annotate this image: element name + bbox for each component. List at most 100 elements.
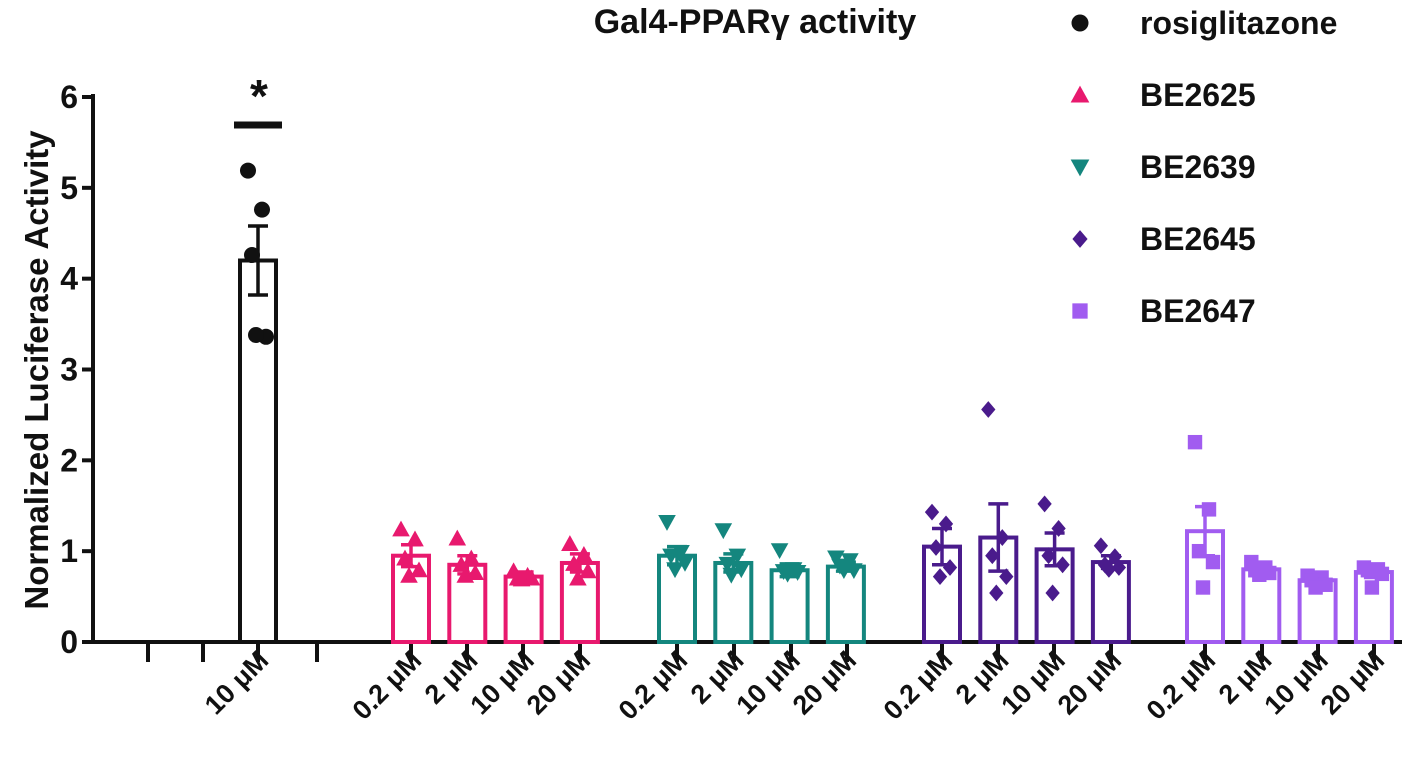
legend-marker [1070, 159, 1090, 177]
data-point [928, 539, 944, 556]
significance-label: * [250, 70, 268, 122]
data-point [1252, 567, 1267, 582]
data-point [718, 556, 737, 573]
data-point [1201, 502, 1217, 517]
data-point [240, 162, 256, 179]
data-point [254, 201, 270, 218]
legend-marker [1072, 230, 1088, 248]
data-point [1205, 554, 1221, 570]
data-point [778, 566, 797, 583]
data-point [462, 549, 481, 566]
data-point [565, 555, 583, 571]
data-point [662, 548, 680, 565]
y-axis-label: Normalized Luciferase Activity [18, 130, 55, 610]
data-point [456, 566, 475, 583]
y-tick-label: 4 [60, 261, 78, 297]
legend-label: rosiglitazone [1140, 5, 1337, 41]
data-point [400, 566, 418, 583]
data-point [1364, 580, 1380, 595]
data-point [981, 401, 996, 418]
legend-marker [1070, 85, 1090, 103]
bar [922, 544, 962, 644]
data-point [466, 564, 485, 581]
data-point [999, 568, 1014, 585]
data-point [666, 562, 684, 579]
y-tick-label: 2 [60, 442, 78, 478]
x-tick-label: 10 μM [199, 645, 274, 720]
data-point [995, 529, 1010, 546]
data-point [1045, 584, 1060, 602]
x-tick-label: 20 μM [521, 645, 596, 720]
data-point [985, 547, 1000, 565]
bar [238, 258, 278, 644]
data-point [561, 535, 579, 551]
data-point [676, 555, 694, 572]
data-point [1041, 547, 1056, 565]
legend-label: BE2645 [1140, 221, 1256, 257]
x-tick-label: 20 μM [1315, 645, 1390, 720]
x-tick-label: 0.2 μM [1141, 645, 1222, 726]
data-point [1101, 560, 1117, 578]
y-tick-label: 1 [60, 533, 78, 569]
legend-label: BE2639 [1140, 149, 1256, 185]
bar [1353, 570, 1394, 645]
legend-marker [1071, 14, 1089, 32]
y-tick-label: 0 [60, 624, 78, 660]
bar [503, 574, 544, 644]
x-tick-label: 0.2 μM [878, 645, 959, 726]
legend-marker [1072, 303, 1088, 319]
data-point [410, 561, 428, 578]
data-point [1374, 566, 1390, 582]
data-point [244, 247, 260, 264]
x-tick-label: 10 μM [1259, 645, 1334, 720]
data-point [1051, 520, 1066, 537]
legend-label: BE2647 [1140, 293, 1256, 329]
y-tick-label: 5 [60, 170, 78, 206]
legend-label: BE2625 [1140, 77, 1256, 113]
data-point [1037, 495, 1052, 513]
y-tick-label: 6 [60, 79, 78, 115]
data-point [569, 569, 587, 586]
bar [769, 568, 810, 644]
data-point [658, 515, 676, 531]
axes: 0 1 2 3 4 5 6 [60, 79, 1402, 662]
y-tick-label: 3 [60, 352, 78, 388]
data-point [396, 549, 414, 566]
data-point [732, 562, 751, 579]
data-point [579, 562, 597, 579]
data-point [248, 326, 264, 343]
x-tick-label: 10 μM [996, 645, 1071, 720]
data-point [575, 546, 593, 562]
data-point [1191, 543, 1207, 559]
data-point [392, 520, 410, 537]
x-tick-label: 20 μM [1052, 645, 1127, 720]
x-tick-label: 0.2 μM [347, 645, 428, 726]
x-tick-label: 20 μM [787, 645, 862, 720]
data-points [240, 162, 1390, 602]
chart-title: Gal4-PPARγ activity [594, 3, 917, 41]
data-point [1360, 563, 1376, 578]
x-tick-label: 10 μM [731, 645, 806, 720]
bar [391, 553, 431, 644]
data-point [1055, 556, 1070, 574]
data-point [942, 559, 958, 576]
data-point [448, 529, 467, 546]
data-point [728, 548, 747, 565]
data-point [1093, 537, 1109, 555]
data-point [932, 568, 948, 585]
data-point [924, 503, 940, 521]
data-point [1187, 434, 1203, 450]
data-point [1195, 580, 1211, 595]
data-point [406, 530, 424, 547]
data-point [1308, 580, 1323, 595]
data-point [835, 563, 853, 580]
data-point [512, 570, 531, 587]
data-point [714, 523, 733, 540]
data-point [989, 584, 1004, 602]
data-point [938, 515, 954, 533]
data-point [770, 543, 789, 560]
data-point [827, 550, 845, 567]
data-point [1111, 559, 1127, 576]
